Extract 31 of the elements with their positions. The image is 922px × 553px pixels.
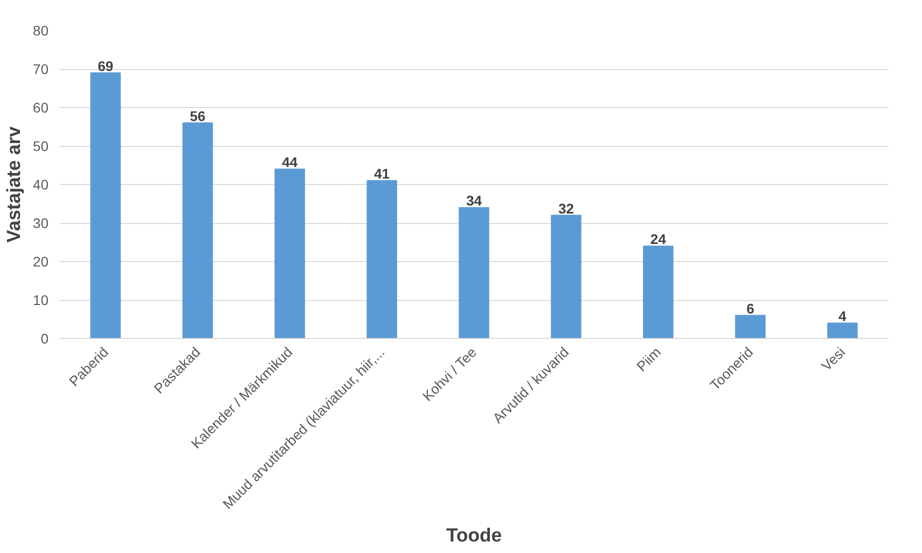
y-tick-label: 40 [32,176,49,192]
x-tick-label: Piim [633,344,664,374]
data-label: 4 [838,308,847,324]
y-tick-label: 30 [32,215,49,231]
data-label: 24 [650,231,666,248]
bar [550,214,582,338]
data-label: 44 [282,154,298,170]
y-tick-label: 10 [32,292,49,308]
y-tick-label: 70 [32,61,49,77]
y-tick-label: 50 [32,138,49,154]
data-label: 56 [190,108,206,124]
y-tick-label: 60 [32,100,49,116]
bar [458,207,490,338]
y-tick-label: 80 [32,22,49,38]
x-axis-title: Toode [446,526,502,547]
data-label: 32 [558,200,574,216]
x-tick-label: Vesi [818,344,848,374]
y-tick-label: 0 [40,330,49,346]
y-tick-label: 20 [32,254,49,270]
bar [642,246,674,338]
y-axis-title: Vastajate arv [4,126,25,243]
data-label: 34 [466,192,482,209]
bar [90,72,121,338]
data-label: 69 [98,58,114,74]
bar [735,314,766,338]
bar [182,122,213,338]
bar [366,180,398,338]
data-label: 6 [746,300,754,316]
bar [827,322,858,338]
data-label: 41 [374,166,390,182]
bar [274,168,306,338]
